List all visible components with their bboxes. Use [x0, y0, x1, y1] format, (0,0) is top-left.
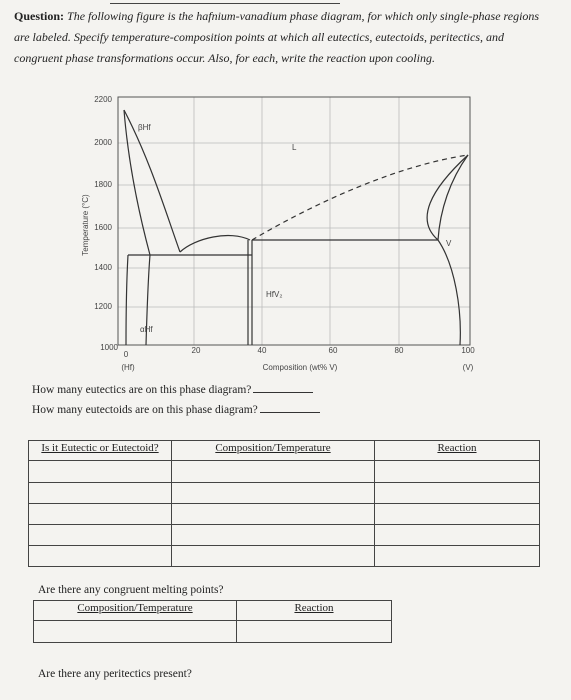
- question-line: How many eutectics are on this phase dia…: [32, 382, 314, 396]
- x-tick-label: 0: [124, 350, 129, 359]
- y-tick-label: 1600: [94, 223, 112, 232]
- question-text: Are there any congruent melting points?: [38, 584, 224, 596]
- x-tick-label: 40: [258, 346, 267, 355]
- y-tick-label: 1800: [94, 180, 112, 189]
- header-cell: Composition/Temperature: [171, 440, 375, 461]
- y-tick-label: 2000: [94, 138, 112, 147]
- y-axis-title: Temperature (°C): [81, 194, 90, 256]
- grid: [118, 97, 470, 345]
- x-tick-label: 100: [461, 346, 475, 355]
- question-line: Are there any congruent melting points?: [38, 584, 224, 596]
- question-text: How many eutectics are on this phase dia…: [32, 384, 252, 396]
- question-line: How many eutectoids are on this phase di…: [32, 402, 320, 416]
- y-tick-label: 1000: [100, 343, 118, 352]
- phase-label: αHf: [140, 325, 153, 334]
- question-text: Are there any peritectics present?: [38, 668, 192, 680]
- phase-label: βHf: [138, 123, 151, 132]
- question-label: Question:: [14, 9, 65, 23]
- header-cell: Is it Eutectic or Eutectoid?: [28, 440, 172, 461]
- header-cell: Reaction: [374, 440, 540, 461]
- phase-label: L: [292, 143, 297, 152]
- y-tick-label: 1400: [94, 263, 112, 272]
- phase-label: V: [446, 239, 452, 248]
- x-axis-title: Composition (wt% V): [263, 363, 338, 372]
- x-tick-label: 60: [329, 346, 338, 355]
- header-cell: Reaction: [236, 600, 392, 621]
- y-tick-label: 1200: [94, 302, 112, 311]
- x-end-label: (V): [463, 363, 474, 372]
- frame: [117, 96, 471, 346]
- x-end-label: (Hf): [121, 363, 135, 372]
- y-tick-label: 2200: [94, 95, 112, 104]
- header-cell: Composition/Temperature: [33, 600, 237, 621]
- question-text: How many eutectoids are on this phase di…: [32, 404, 258, 416]
- question-text: The following figure is the hafnium-vana…: [14, 9, 540, 65]
- phase-lines: [123, 109, 469, 346]
- x-tick-label: 80: [395, 346, 404, 355]
- question-line: Are there any peritectics present?: [38, 668, 192, 680]
- table-2: Composition/Temperature Reaction: [33, 600, 392, 643]
- phase-diagram: 2200 2000 1800 1600 1400 1200 1000 0 20 …: [81, 95, 475, 372]
- x-tick-label: 20: [192, 346, 201, 355]
- rule: [110, 3, 340, 4]
- question: Question: The following figure is the ha…: [14, 6, 554, 69]
- table-1: Is it Eutectic or Eutectoid? Composition/…: [28, 440, 540, 567]
- phase-label: HfV₂: [266, 290, 282, 299]
